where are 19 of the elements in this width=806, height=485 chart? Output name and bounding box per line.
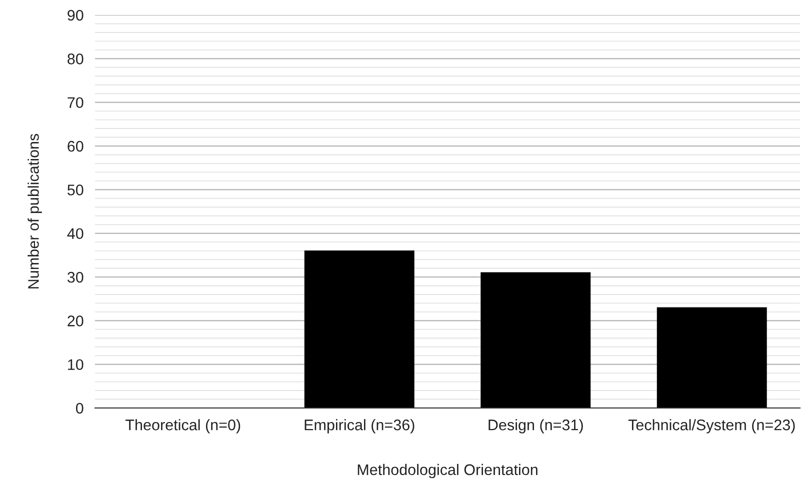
- y-tick-label: 0: [76, 402, 84, 414]
- x-tick-label: Design (n=31): [488, 419, 583, 434]
- y-tick-label: 30: [67, 272, 84, 283]
- y-tick-label: 80: [68, 54, 84, 64]
- bar: [656, 307, 767, 408]
- x-tick-label: Technical/System (n=23): [628, 419, 795, 434]
- x-tick-label: Theoretical (n=0): [126, 419, 240, 434]
- y-tick-label: 70: [68, 97, 84, 108]
- bar: [304, 250, 414, 408]
- bar: [480, 272, 591, 408]
- y-axis-title: Number of publications: [28, 134, 42, 288]
- y-tick-label: 40: [67, 228, 84, 240]
- x-axis-title: Methodological Orientation: [358, 464, 538, 478]
- y-tick-label: 20: [68, 316, 84, 326]
- y-tick-label: 60: [68, 140, 84, 152]
- y-tick-label: 90: [68, 10, 84, 21]
- y-tick-label: 50: [68, 184, 84, 196]
- y-tick-label: 10: [68, 359, 84, 370]
- x-tick-label: Empirical (n=36): [304, 419, 414, 434]
